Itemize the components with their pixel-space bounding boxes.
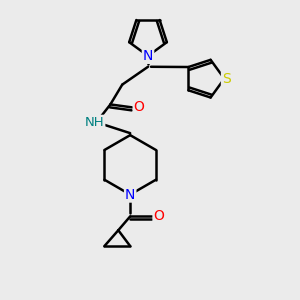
Text: O: O xyxy=(154,209,164,224)
Text: O: O xyxy=(134,100,145,114)
Text: N: N xyxy=(143,49,153,63)
Text: N: N xyxy=(125,188,135,202)
Text: S: S xyxy=(222,72,231,86)
Text: NH: NH xyxy=(85,116,104,129)
